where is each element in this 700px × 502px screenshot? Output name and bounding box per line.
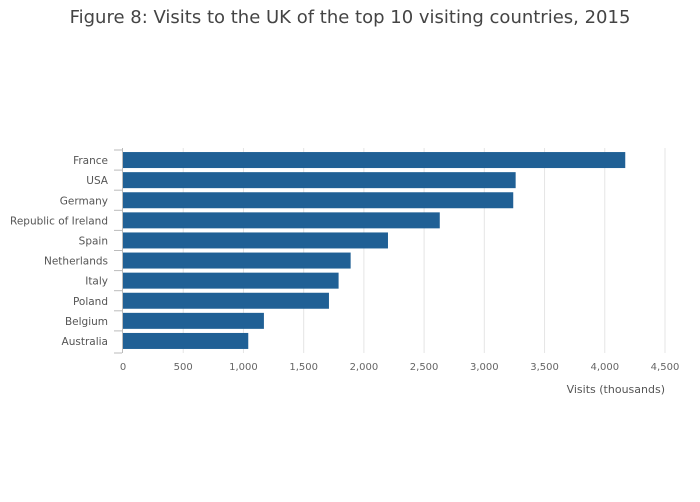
grid-layer bbox=[182, 148, 666, 353]
x-tick-label: 1,500 bbox=[289, 362, 318, 373]
bar bbox=[123, 152, 626, 169]
bar bbox=[123, 232, 388, 249]
x-tick-label: 2,500 bbox=[410, 362, 439, 373]
axis-layer bbox=[114, 148, 123, 354]
category-label: USA bbox=[86, 175, 109, 187]
bar bbox=[123, 172, 516, 189]
x-tick-label: 4,000 bbox=[590, 362, 619, 373]
label-layer: 0 500 1,000 1,500 2,000 2,500 3,000 3,500 4,000 4… bbox=[10, 155, 679, 373]
category-label: France bbox=[73, 155, 108, 167]
category-label: Belgium bbox=[65, 316, 108, 328]
category-label: Spain bbox=[79, 235, 108, 247]
x-tick-label: 0 bbox=[120, 362, 126, 373]
x-tick-label: 3,000 bbox=[470, 362, 499, 373]
bar bbox=[123, 272, 339, 289]
bar-layer bbox=[123, 152, 626, 349]
x-tick-label: 1,000 bbox=[229, 362, 258, 373]
category-label: Germany bbox=[60, 195, 108, 207]
bar bbox=[123, 212, 440, 229]
bar bbox=[123, 292, 329, 309]
x-tick-label: 4,500 bbox=[651, 362, 680, 373]
category-label: Republic of Ireland bbox=[10, 215, 108, 227]
category-label: Poland bbox=[73, 296, 108, 308]
chart-title: Figure 8: Visits to the UK of the top 10… bbox=[69, 7, 631, 28]
x-tick-label: 3,500 bbox=[530, 362, 559, 373]
x-tick-label: 2,000 bbox=[350, 362, 379, 373]
category-label: Italy bbox=[85, 276, 108, 288]
bar bbox=[123, 312, 264, 329]
x-axis-title: Visits (thousands) bbox=[567, 383, 665, 396]
category-label: Netherlands bbox=[44, 256, 108, 268]
category-label: Australia bbox=[62, 336, 108, 348]
bar bbox=[123, 332, 249, 349]
x-tick-label: 500 bbox=[174, 362, 193, 373]
bar bbox=[123, 252, 351, 269]
bar bbox=[123, 192, 514, 209]
